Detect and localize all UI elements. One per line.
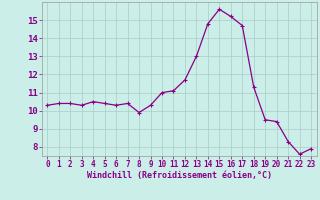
X-axis label: Windchill (Refroidissement éolien,°C): Windchill (Refroidissement éolien,°C) xyxy=(87,171,272,180)
